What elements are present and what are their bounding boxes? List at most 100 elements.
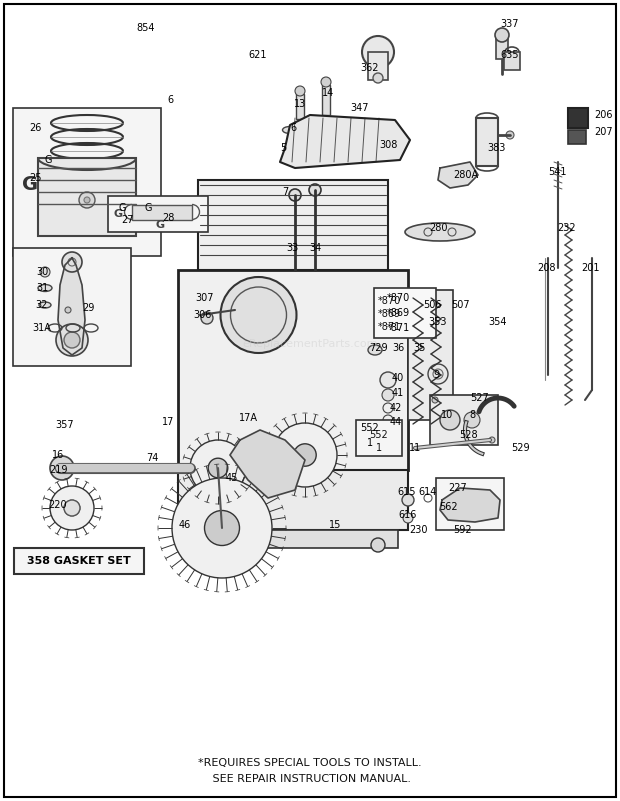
Text: 30: 30	[36, 267, 48, 277]
Text: 507: 507	[451, 300, 469, 310]
Text: 27: 27	[121, 215, 133, 225]
Bar	[368, 52, 388, 80]
Bar	[14, 548, 144, 574]
Text: 25: 25	[29, 173, 42, 183]
Circle shape	[440, 410, 460, 430]
Circle shape	[50, 486, 94, 530]
Bar	[198, 180, 388, 270]
Text: 9: 9	[433, 370, 439, 380]
Text: G: G	[113, 209, 123, 219]
Text: 28: 28	[162, 213, 174, 223]
Text: 354: 354	[489, 317, 507, 327]
Bar	[13, 108, 161, 256]
Text: 362: 362	[361, 63, 379, 73]
Circle shape	[64, 332, 80, 348]
Ellipse shape	[39, 302, 51, 308]
Text: 31: 31	[36, 283, 48, 293]
Bar	[430, 395, 498, 445]
Circle shape	[309, 184, 321, 196]
Bar	[296, 94, 304, 119]
Text: G: G	[44, 155, 51, 165]
Text: 615: 615	[398, 487, 416, 497]
Bar	[436, 478, 504, 530]
Text: *869: *869	[378, 309, 401, 319]
Text: G: G	[22, 175, 38, 195]
Circle shape	[289, 189, 301, 201]
Circle shape	[201, 538, 215, 552]
Text: 13: 13	[294, 99, 306, 109]
Text: eReplacementParts.com: eReplacementParts.com	[242, 340, 378, 349]
Text: 307: 307	[196, 293, 215, 303]
Text: 14: 14	[322, 88, 334, 98]
Circle shape	[403, 513, 413, 523]
Text: 227: 227	[449, 483, 467, 493]
Text: 353: 353	[429, 317, 447, 327]
Text: 280A: 280A	[453, 170, 479, 180]
Text: 614: 614	[419, 487, 437, 497]
Circle shape	[382, 389, 394, 401]
Text: G: G	[156, 220, 164, 230]
Bar	[132, 205, 192, 220]
Text: *871: *871	[387, 323, 410, 333]
Text: 854: 854	[136, 23, 155, 33]
Bar	[568, 108, 588, 128]
Text: 529: 529	[511, 443, 529, 453]
Text: 506: 506	[423, 300, 441, 310]
Text: 40: 40	[392, 373, 404, 383]
Text: 220: 220	[49, 500, 68, 510]
Text: 7: 7	[282, 187, 288, 197]
Circle shape	[489, 437, 495, 443]
Text: *869: *869	[387, 308, 410, 318]
Text: 552: 552	[361, 423, 379, 433]
Circle shape	[506, 131, 514, 139]
Bar	[356, 420, 402, 456]
Text: 528: 528	[459, 430, 477, 440]
Ellipse shape	[38, 284, 52, 292]
Circle shape	[201, 312, 213, 324]
Text: 10: 10	[441, 410, 453, 420]
Text: 5: 5	[280, 143, 286, 153]
Text: 729: 729	[369, 343, 388, 353]
Circle shape	[362, 36, 394, 68]
Circle shape	[371, 538, 385, 552]
Text: *870: *870	[378, 296, 401, 306]
Text: 17: 17	[162, 417, 174, 427]
Text: 44: 44	[390, 417, 402, 427]
Text: 219: 219	[49, 465, 67, 475]
Text: 74: 74	[146, 453, 158, 463]
Text: 616: 616	[399, 510, 417, 520]
Text: 1: 1	[376, 443, 382, 453]
Text: 34: 34	[309, 243, 321, 253]
Text: 16: 16	[52, 450, 64, 460]
Text: 280: 280	[429, 223, 447, 233]
Polygon shape	[280, 115, 410, 168]
Text: 347: 347	[351, 103, 370, 113]
Text: 208: 208	[538, 263, 556, 273]
Text: 541: 541	[547, 167, 566, 177]
Bar	[568, 130, 586, 144]
Text: 206: 206	[594, 110, 613, 120]
Bar	[38, 158, 136, 236]
Text: 383: 383	[488, 143, 506, 153]
Text: 358 GASKET SET: 358 GASKET SET	[27, 556, 131, 566]
Circle shape	[464, 412, 480, 428]
Circle shape	[380, 372, 396, 388]
Text: 635: 635	[501, 50, 520, 60]
Text: 6: 6	[290, 123, 296, 133]
Circle shape	[190, 440, 246, 496]
Text: 42: 42	[390, 403, 402, 413]
Circle shape	[62, 252, 82, 272]
Text: 592: 592	[453, 525, 471, 535]
Circle shape	[294, 444, 316, 466]
Circle shape	[221, 277, 296, 353]
Polygon shape	[58, 258, 85, 355]
Text: 26: 26	[29, 123, 41, 133]
Text: 552: 552	[370, 430, 388, 440]
Circle shape	[84, 197, 90, 203]
Circle shape	[321, 77, 331, 87]
Text: *871: *871	[378, 322, 401, 332]
Polygon shape	[438, 162, 478, 188]
Circle shape	[402, 494, 414, 506]
Circle shape	[373, 73, 383, 83]
Circle shape	[56, 324, 88, 356]
